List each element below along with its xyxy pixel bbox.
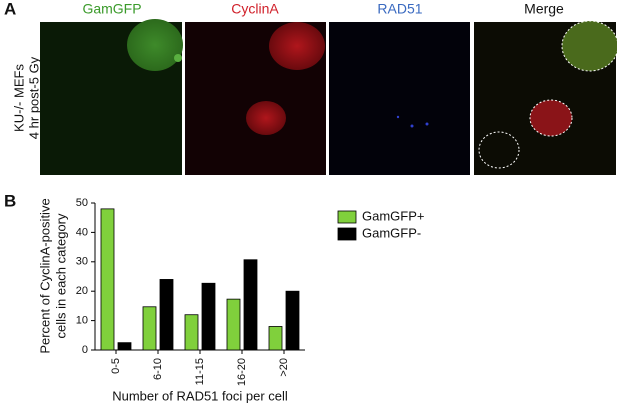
cell: [174, 54, 182, 62]
y-tick-label: 10: [76, 315, 88, 327]
bar: [117, 342, 132, 351]
y-axis-label: cells in each category: [53, 213, 68, 339]
legend-swatch: [337, 210, 357, 224]
panel-title: Merge: [524, 1, 564, 17]
cell: [561, 20, 617, 72]
bar: [184, 314, 199, 351]
panel-label: B: [4, 191, 16, 210]
cell: [127, 19, 183, 71]
x-axis-label: Number of RAD51 foci per cell: [112, 388, 288, 403]
cell: [269, 22, 325, 70]
focus: [425, 122, 429, 126]
bar: [100, 208, 115, 351]
y-tick-label: 40: [76, 226, 88, 238]
y-axis-label: Percent of CyclinA-positive: [37, 198, 52, 353]
focus: [396, 115, 400, 119]
panel-label: A: [4, 0, 16, 18]
focus: [410, 124, 414, 128]
bar: [142, 306, 157, 351]
bar: [201, 282, 216, 351]
bar: [285, 290, 300, 351]
x-tick-label: >20: [278, 358, 290, 377]
panel-title: GamGFP: [82, 1, 141, 17]
bar: [159, 279, 174, 351]
image-rad51: [329, 22, 470, 175]
legend-label: GamGFP-: [362, 225, 421, 240]
y-tick-label: 0: [82, 344, 88, 356]
x-tick-label: 0-5: [110, 358, 122, 374]
bar: [226, 298, 241, 351]
micrographs: [40, 19, 617, 175]
side-label: KU-/- MEFs: [11, 64, 26, 132]
cell: [246, 101, 286, 135]
x-tick-label: 6-10: [152, 358, 164, 380]
bar: [243, 259, 258, 351]
panel-title: CyclinA: [231, 1, 279, 17]
bar: [268, 326, 283, 351]
cell: [529, 99, 573, 137]
cell: [478, 131, 520, 169]
y-tick-label: 20: [76, 285, 88, 297]
x-tick-label: 11-15: [194, 358, 206, 385]
legend-label: GamGFP+: [362, 208, 425, 223]
y-tick-label: 30: [76, 256, 88, 268]
y-tick-label: 50: [76, 197, 88, 209]
x-tick-label: 16-20: [236, 358, 248, 386]
side-label: 4 hr post-5 Gy: [26, 56, 41, 139]
legend-swatch: [337, 227, 357, 241]
panel-title: RAD51: [377, 1, 422, 17]
